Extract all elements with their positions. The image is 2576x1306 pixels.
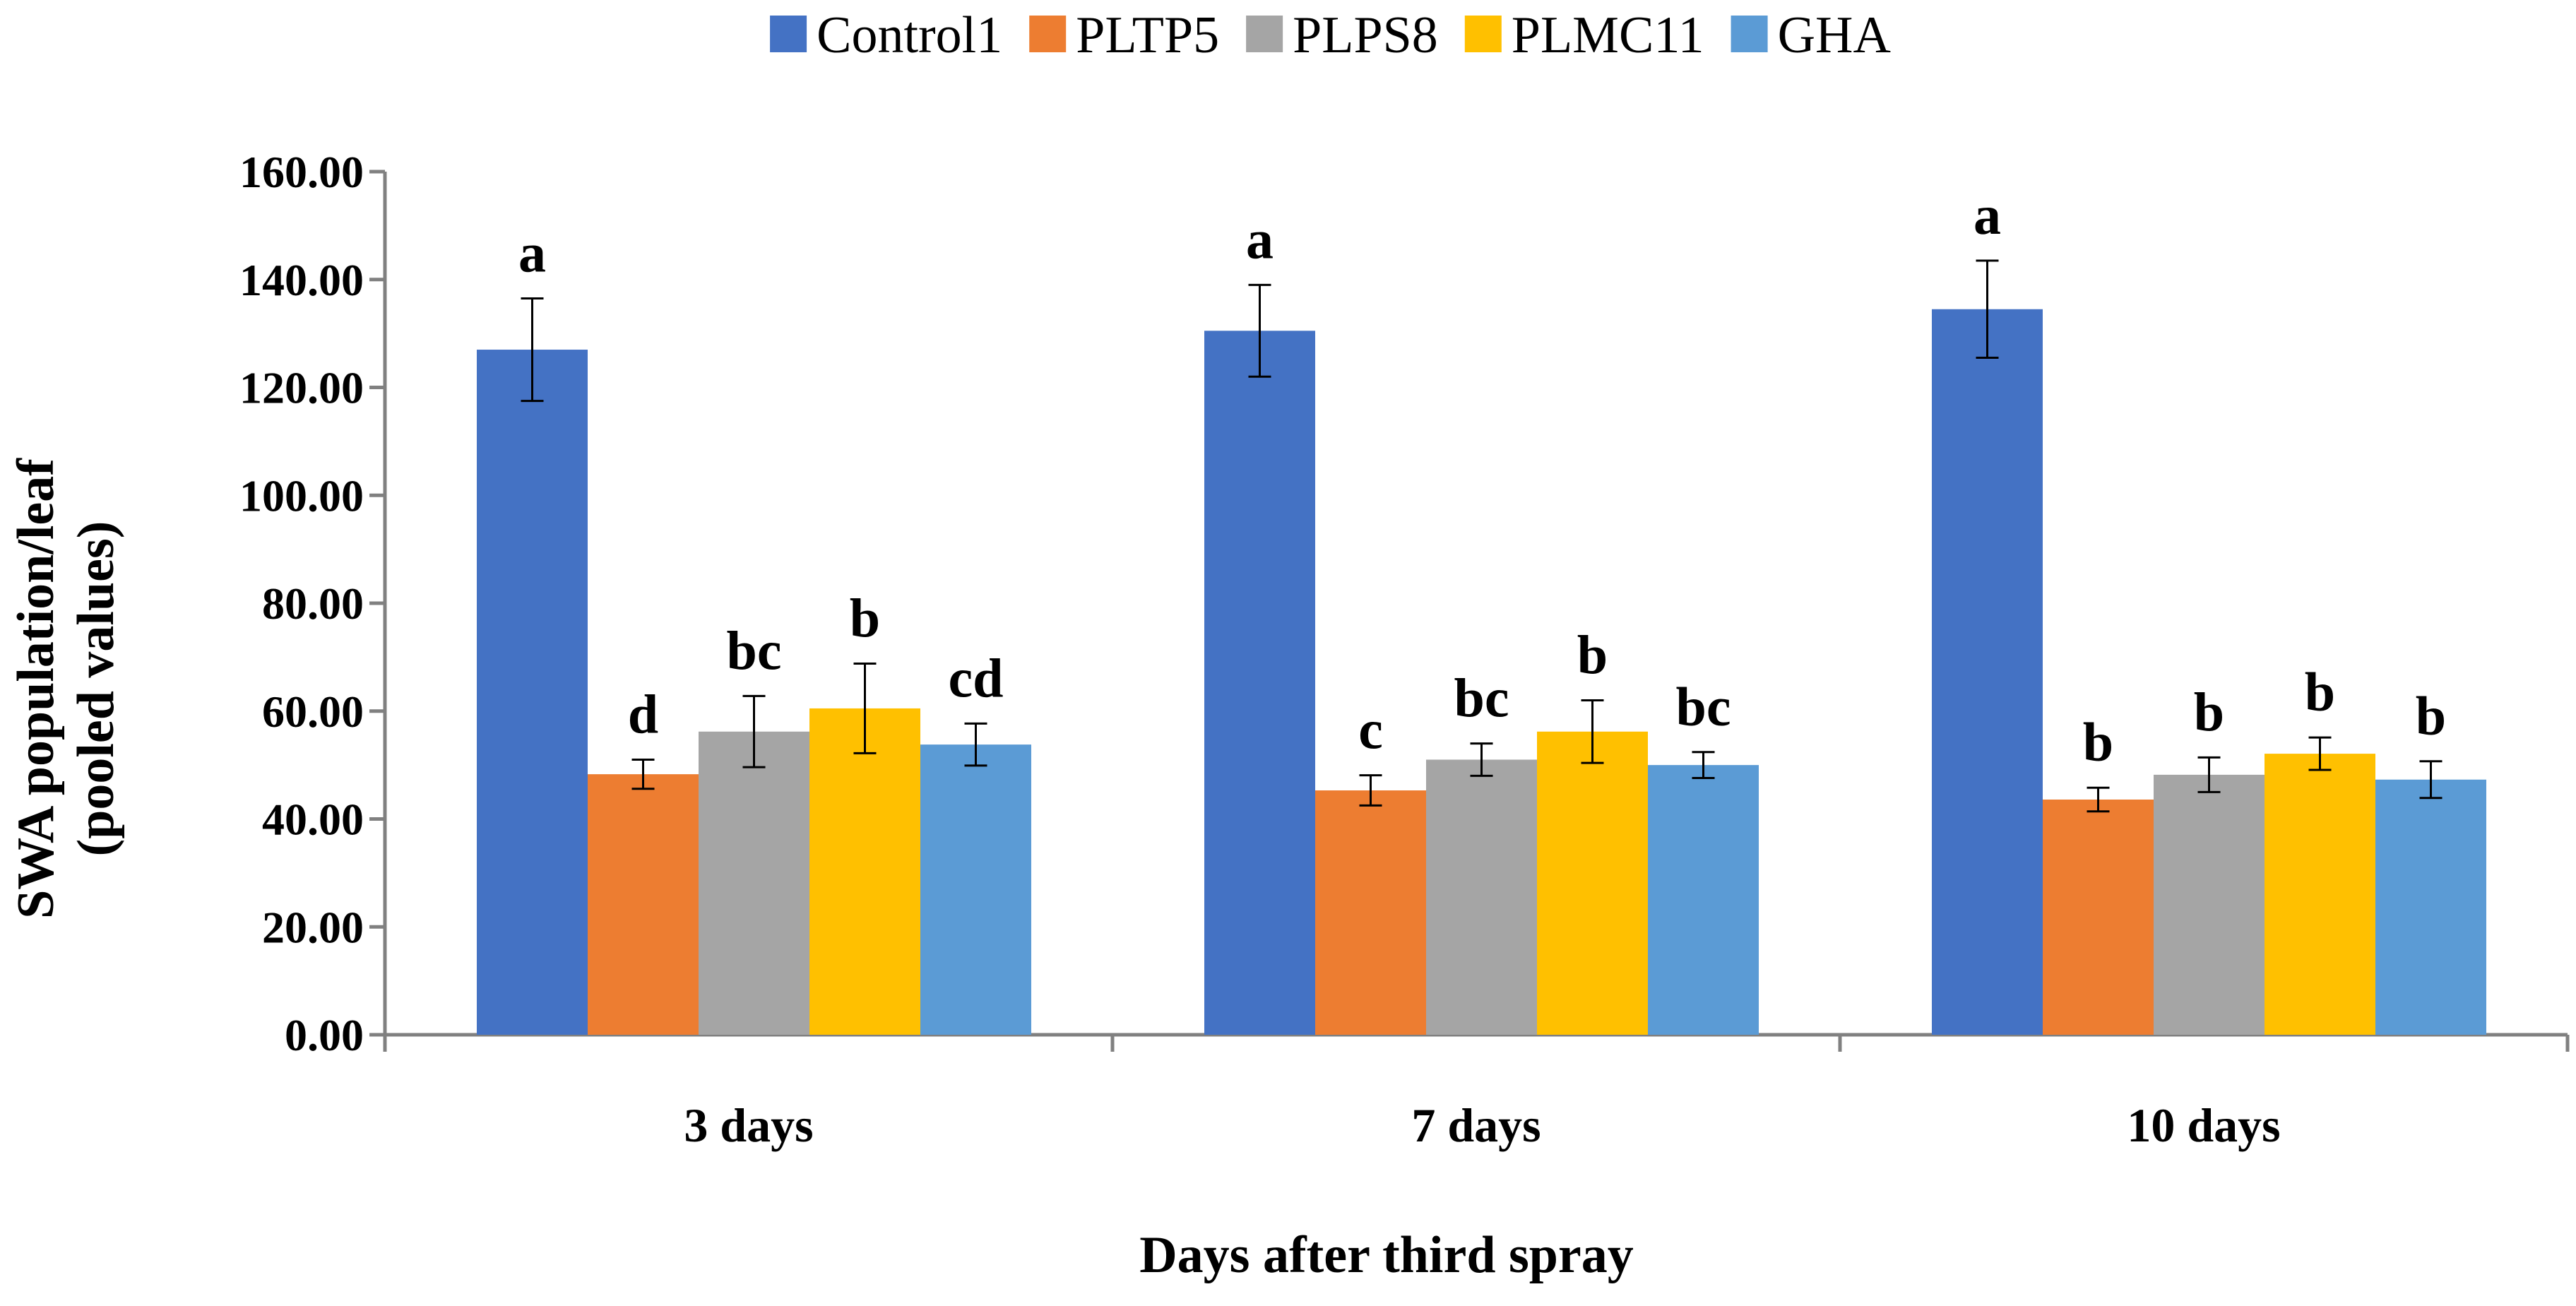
legend-swatch bbox=[1246, 16, 1283, 52]
bar-pltp5 bbox=[1315, 790, 1426, 1035]
x-category-label: 10 days bbox=[2127, 1098, 2280, 1152]
bar-gha bbox=[2375, 779, 2486, 1035]
bar-plmc11 bbox=[2265, 754, 2375, 1035]
bar-plmc11 bbox=[1537, 731, 1648, 1035]
legend-label: GHA bbox=[1778, 6, 1891, 64]
legend-label: PLMC11 bbox=[1512, 6, 1704, 64]
legend-label: PLTP5 bbox=[1076, 6, 1219, 64]
legend-item-gha: GHA bbox=[1731, 6, 1891, 64]
axis-titles: Days after third spray SWA population/le… bbox=[7, 458, 1634, 1284]
y-tick-label: 120.00 bbox=[239, 363, 364, 413]
significance-letter: bc bbox=[1676, 676, 1731, 737]
legend-swatch bbox=[1731, 16, 1768, 52]
bar-control1 bbox=[1932, 309, 2043, 1035]
y-axis: 0.00 20.00 40.00 60.00 80.00 100.00 120.00 140.… bbox=[239, 147, 387, 1060]
bar-plps8 bbox=[2154, 774, 2265, 1035]
bar-plps8 bbox=[1426, 759, 1537, 1035]
y-tick-label: 60.00 bbox=[262, 687, 364, 737]
legend: Control1 PLTP5 PLPS8 PLMC11 GHA bbox=[770, 6, 1891, 64]
bar-pltp5 bbox=[2043, 800, 2154, 1035]
significance-letter: b bbox=[1577, 624, 1608, 685]
legend-swatch bbox=[1029, 16, 1067, 52]
legend-swatch bbox=[1464, 16, 1502, 52]
significance-letter: a bbox=[518, 222, 546, 283]
bar-plps8 bbox=[699, 731, 809, 1035]
bar-control1 bbox=[477, 350, 588, 1035]
legend-swatch bbox=[770, 16, 807, 52]
y-axis-title-line-1: SWA population/leaf bbox=[7, 458, 65, 919]
significance-letter: bc bbox=[1454, 667, 1509, 729]
significance-letter: a bbox=[1973, 184, 2001, 246]
significance-letter: b bbox=[2083, 711, 2113, 773]
x-category-label: 7 days bbox=[1411, 1098, 1541, 1152]
legend-item-plmc11: PLMC11 bbox=[1464, 6, 1704, 64]
y-tick-label: 140.00 bbox=[239, 255, 364, 305]
x-axis-title: Days after third spray bbox=[1139, 1226, 1634, 1284]
significance-letter: cd bbox=[949, 647, 1004, 708]
significance-letter: b bbox=[2305, 661, 2335, 723]
bar-gha bbox=[920, 744, 1031, 1035]
y-tick-label: 100.00 bbox=[239, 470, 364, 521]
significance-letter: b bbox=[2194, 681, 2224, 742]
bar-plmc11 bbox=[809, 708, 920, 1035]
significance-letter: b bbox=[2416, 685, 2446, 747]
y-tick-label: 160.00 bbox=[239, 147, 364, 197]
significance-letter: a bbox=[1246, 208, 1274, 270]
legend-item-plps8: PLPS8 bbox=[1246, 6, 1438, 64]
significance-letter: bc bbox=[727, 619, 782, 681]
significance-letter: b bbox=[850, 588, 880, 649]
legend-label: PLPS8 bbox=[1293, 6, 1438, 64]
significance-letter: d bbox=[628, 683, 658, 744]
significance-letter: c bbox=[1358, 699, 1383, 761]
bars: a d bc b cd a c bc b bc a b b b b bbox=[477, 184, 2486, 1035]
x-axis: 3 days 7 days 10 days bbox=[383, 1033, 2570, 1152]
bar-gha bbox=[1648, 765, 1759, 1035]
y-tick-label: 40.00 bbox=[262, 795, 364, 845]
y-tick-label: 20.00 bbox=[262, 902, 364, 952]
legend-item-control1: Control1 bbox=[770, 6, 1002, 64]
y-axis-title-line-2: (pooled values) bbox=[67, 521, 125, 857]
legend-label: Control1 bbox=[817, 6, 1002, 64]
bar-pltp5 bbox=[588, 774, 699, 1035]
legend-item-pltp5: PLTP5 bbox=[1029, 6, 1219, 64]
y-tick-label: 0.00 bbox=[285, 1010, 364, 1060]
x-category-label: 3 days bbox=[684, 1098, 813, 1152]
bar-control1 bbox=[1204, 331, 1315, 1035]
y-tick-label: 80.00 bbox=[262, 578, 364, 629]
